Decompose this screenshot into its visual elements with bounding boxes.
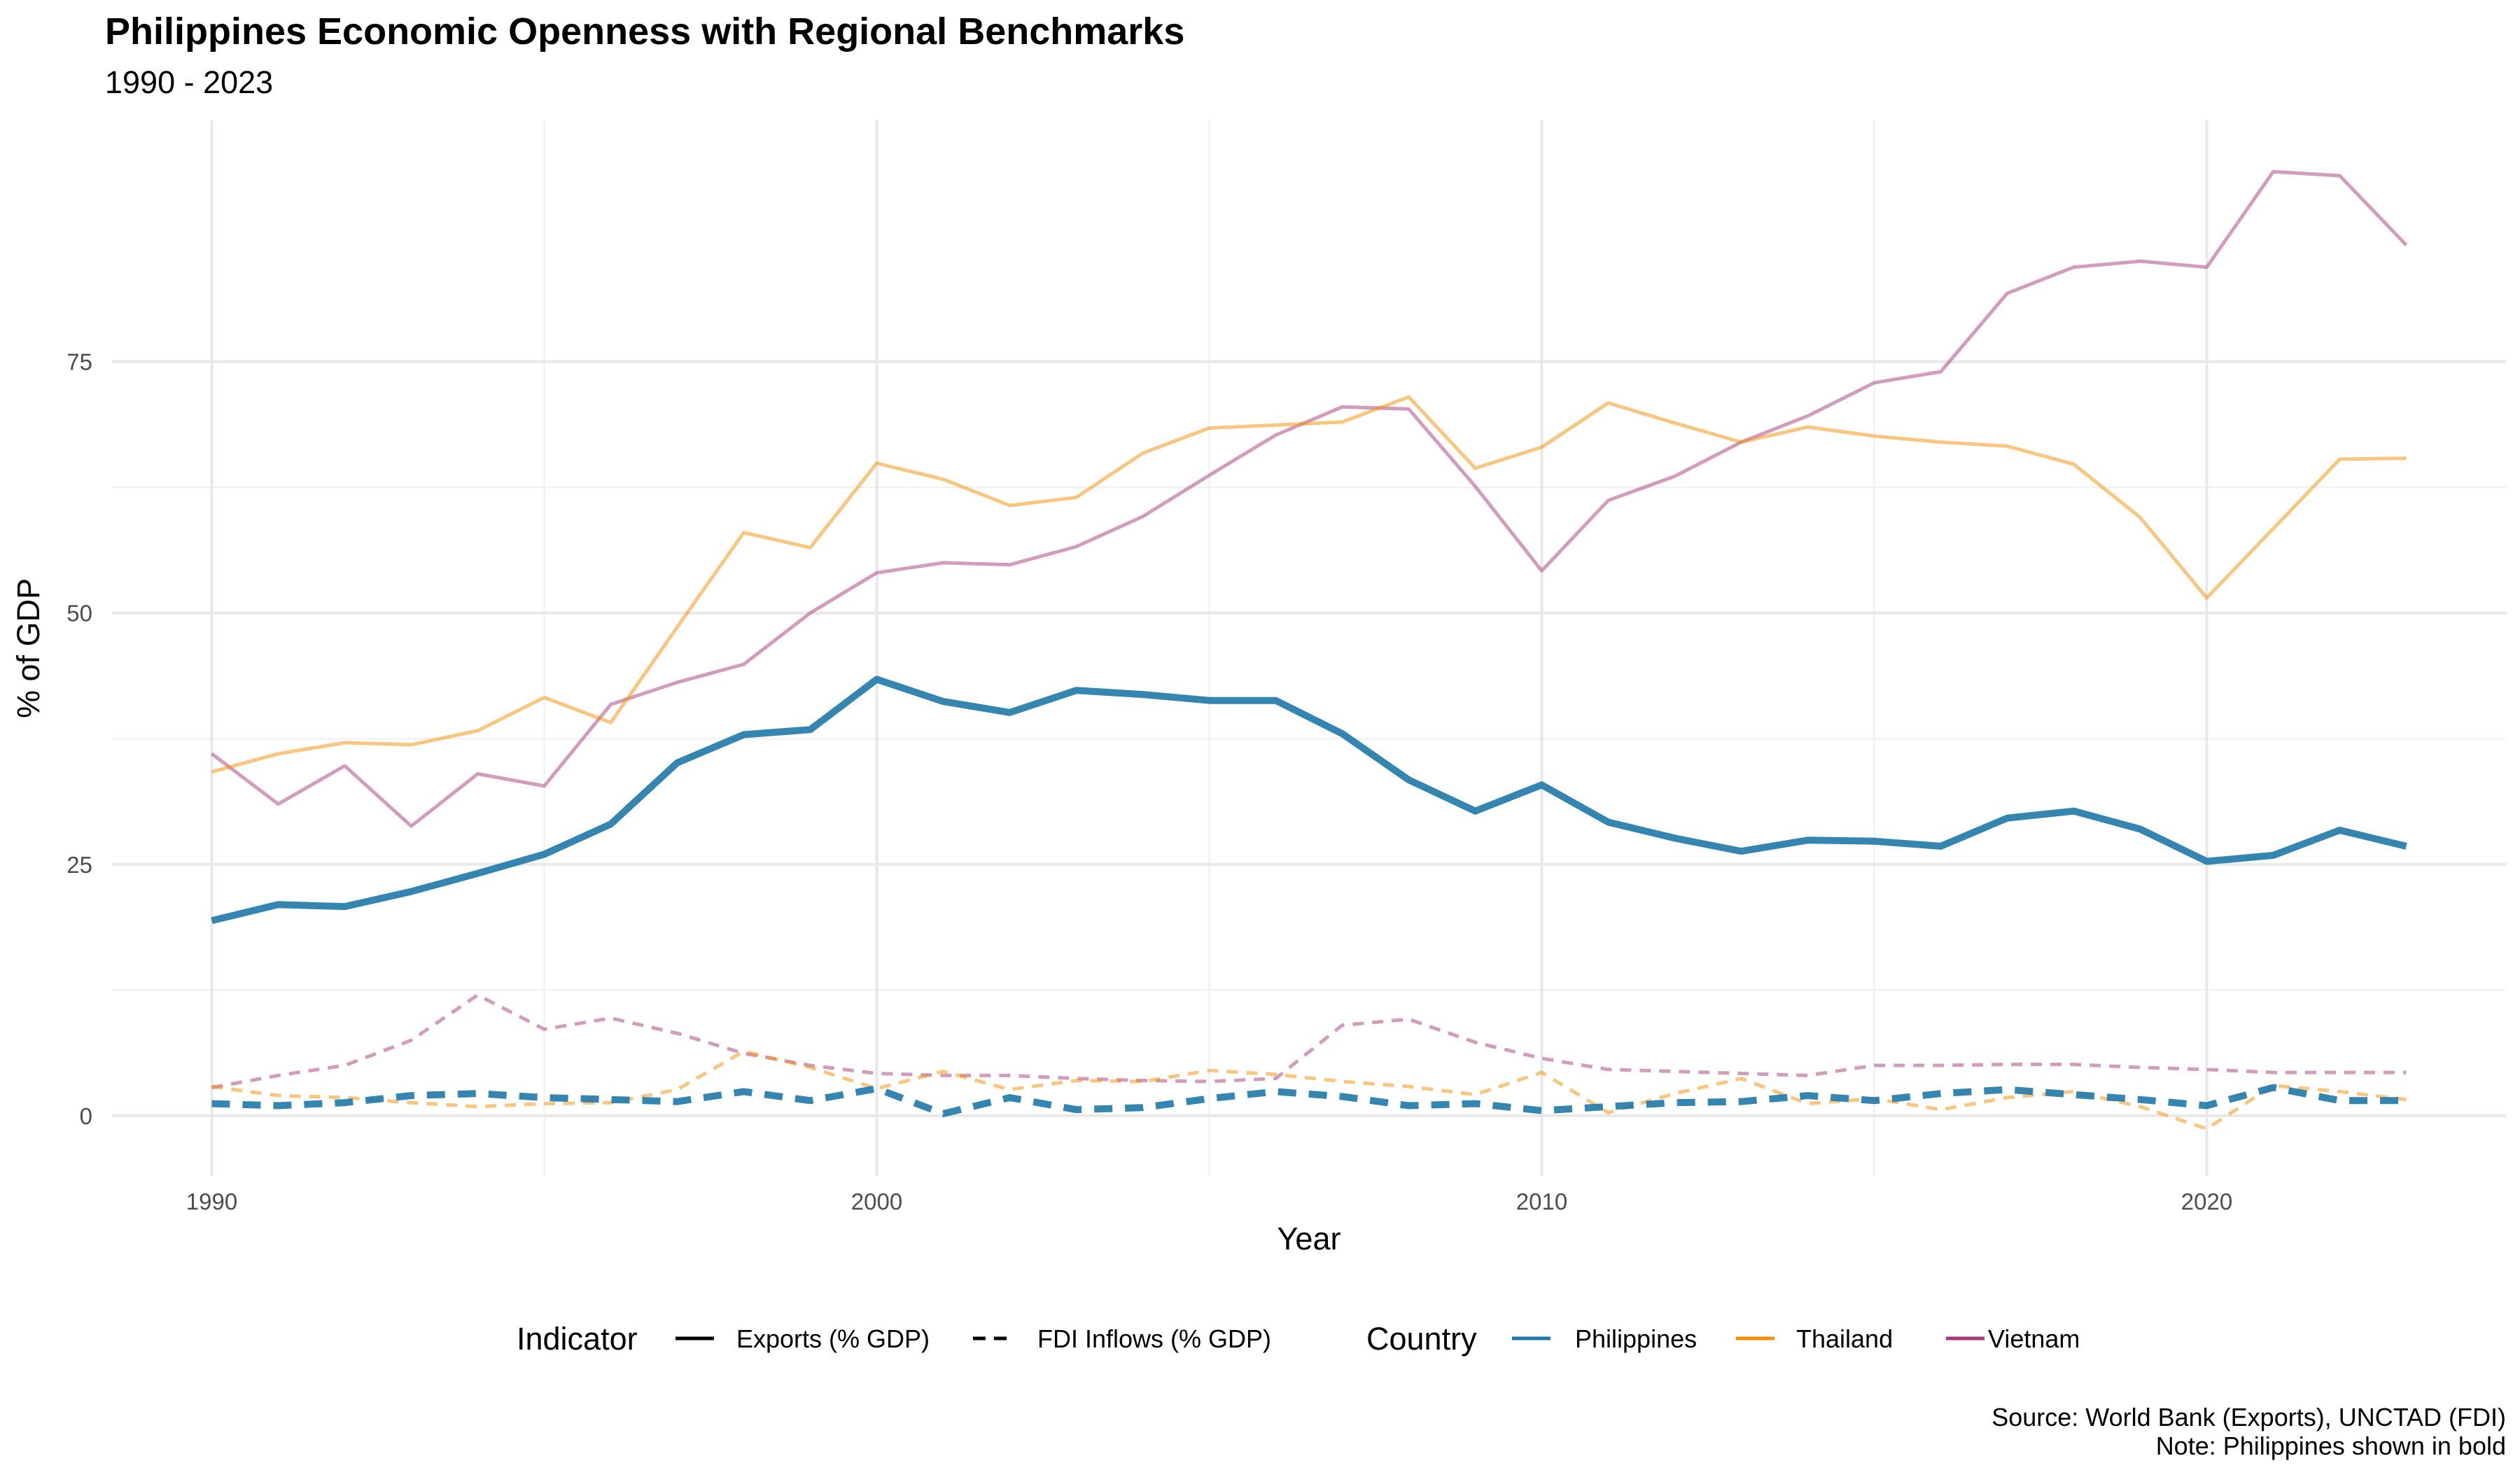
series-line-vietnam-fdi — [211, 993, 2407, 1090]
series-line-philippines-exports — [211, 676, 2407, 925]
series-line-vietnam-exports — [210, 169, 2408, 828]
axis-layer: 1990 2000 2010 2020 0 25 50 75 Year % of GDP — [10, 349, 2232, 1256]
grid-layer — [112, 120, 2506, 1176]
x-tick-label: 2020 — [2181, 1189, 2232, 1214]
y-axis-label: % of GDP — [10, 578, 46, 718]
x-tick-label: 2010 — [1516, 1189, 1567, 1214]
source-note: Source: World Bank (Exports), UNCTAD (FD… — [1991, 1403, 2506, 1432]
y-tick-label: 25 — [66, 852, 92, 878]
legend-label-exports: Exports (% GDP) — [736, 1324, 930, 1353]
legend: Indicator Exports (% GDP) FDI Inflows (% G… — [517, 1321, 2080, 1357]
series-line-thailand-exports — [211, 395, 2407, 774]
legend-label-philippines: Philippines — [1575, 1324, 1697, 1353]
legend-title-indicator: Indicator — [517, 1321, 638, 1357]
philippines-note: Note: Philippines shown in bold — [2155, 1432, 2506, 1460]
y-tick-label: 50 — [66, 601, 92, 626]
chart-title: Philippines Economic Openness with Regio… — [105, 10, 1185, 52]
legend-label-vietnam: Vietnam — [1988, 1324, 2080, 1353]
series-line-thailand-fdi — [211, 1049, 2407, 1130]
x-axis-label: Year — [1278, 1221, 1341, 1256]
caption: Source: World Bank (Exports), UNCTAD (FD… — [1991, 1403, 2506, 1460]
y-tick-label: 0 — [80, 1103, 92, 1129]
series-layer — [210, 169, 2408, 1130]
y-tick-label: 75 — [66, 349, 92, 375]
legend-label-thailand: Thailand — [1796, 1324, 1893, 1353]
chart-subtitle: 1990 - 2023 — [105, 64, 274, 100]
x-tick-label: 2000 — [851, 1189, 902, 1214]
legend-title-country: Country — [1366, 1321, 1477, 1357]
series-line-philippines-fdi — [211, 1084, 2407, 1117]
x-tick-label: 1990 — [186, 1189, 237, 1214]
legend-label-fdi: FDI Inflows (% GDP) — [1037, 1324, 1271, 1353]
